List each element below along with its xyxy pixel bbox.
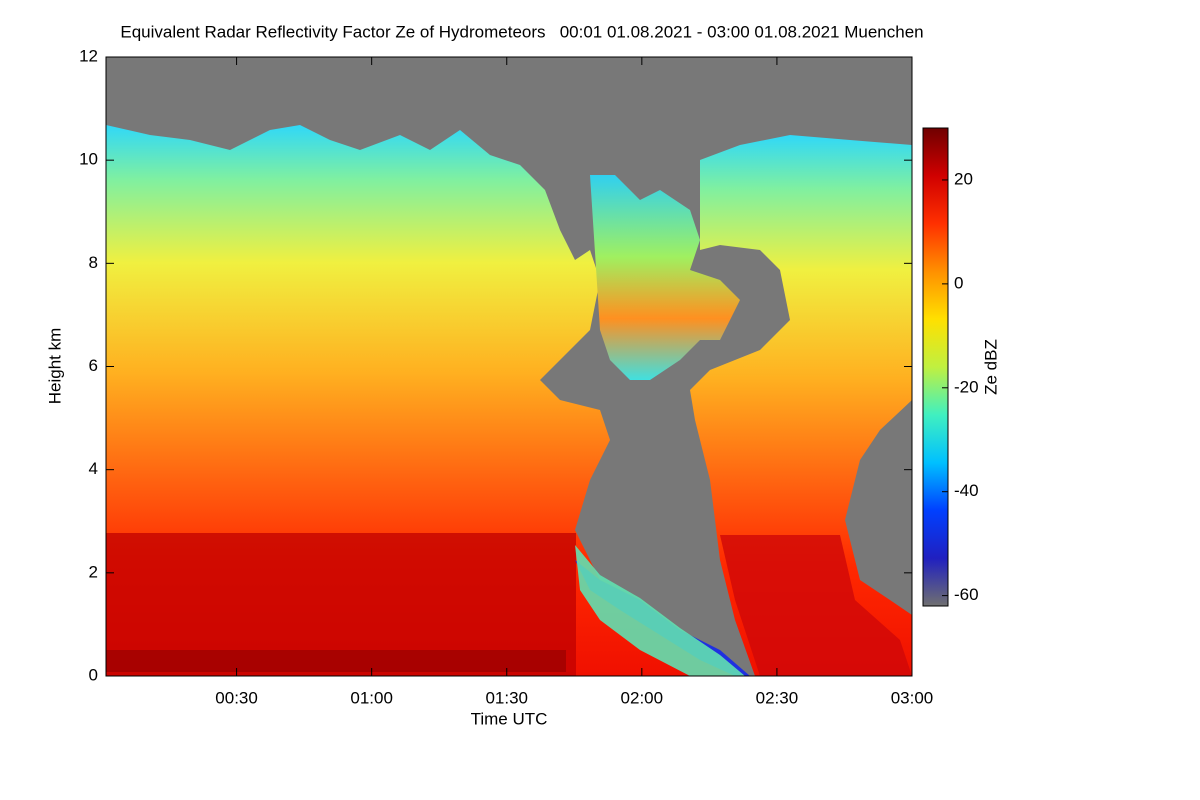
y-tick-label: 6: [89, 356, 98, 375]
green-edge: [575, 545, 745, 676]
radar-field: [106, 57, 912, 676]
y-tick-label: 0: [89, 665, 98, 684]
x-tick-label: 01:30: [485, 688, 528, 707]
x-tick-label: 03:00: [891, 688, 934, 707]
chart-title: Equivalent Radar Reflectivity Factor Ze …: [120, 22, 923, 41]
y-tick-label: 10: [79, 150, 98, 169]
colorbar-tick-label: 20: [954, 169, 973, 188]
colorbar-tick-label: 0: [954, 273, 963, 292]
y-tick-label: 12: [79, 46, 98, 65]
right-rain: [720, 535, 912, 676]
surface-band: [106, 650, 566, 672]
colorbar-tick-label: -60: [954, 585, 979, 604]
x-tick-label: 02:30: [756, 688, 799, 707]
colorbar: [922, 127, 949, 607]
x-axis-label: Time UTC: [471, 709, 548, 728]
y-tick-label: 2: [89, 562, 98, 581]
y-tick-label: 8: [89, 253, 98, 272]
colorbar-label: Ze dBZ: [981, 339, 1000, 395]
y-tick-label: 4: [89, 459, 98, 478]
x-tick-label: 02:00: [621, 688, 664, 707]
mid-patches: [590, 175, 740, 380]
y-axis-label: Height km: [45, 328, 64, 405]
colorbar-tick-label: -20: [954, 377, 979, 396]
colorbar-tick-label: -40: [954, 481, 979, 500]
x-tick-label: 01:00: [350, 688, 393, 707]
x-tick-label: 00:30: [215, 688, 258, 707]
